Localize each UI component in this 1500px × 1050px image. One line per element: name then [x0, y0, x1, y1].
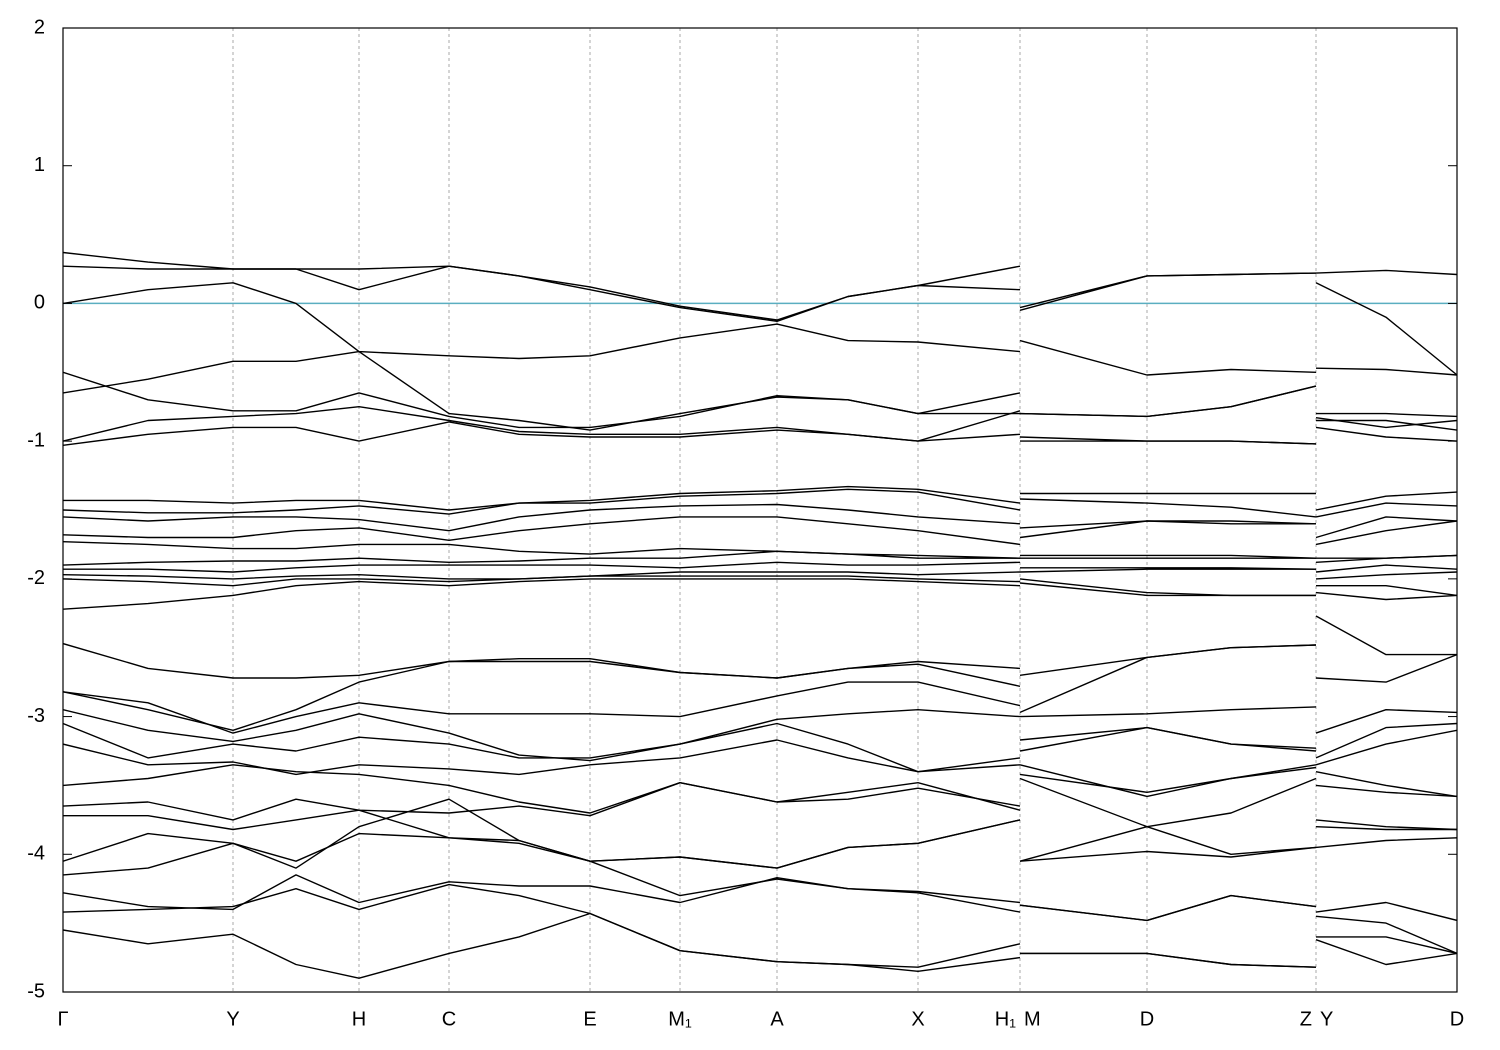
- band-line: [63, 777, 1457, 831]
- x-tick-label: Γ: [57, 1008, 68, 1030]
- y-tick-label: 1: [34, 154, 45, 176]
- band-line: [63, 265, 1457, 376]
- y-tick-label: -5: [27, 980, 45, 1002]
- y-tick-label: 2: [34, 16, 45, 38]
- band-line: [63, 488, 1457, 518]
- x-tick-label: E: [583, 1008, 596, 1030]
- band-line: [63, 421, 1457, 446]
- x-tick-label: H: [352, 1008, 366, 1030]
- band-line: [63, 912, 1457, 979]
- band-line: [63, 874, 1457, 955]
- y-tick-label: 0: [34, 292, 45, 314]
- x-tick-label: D: [1450, 1008, 1464, 1030]
- y-tick-label: -3: [27, 705, 45, 727]
- band-line: [63, 503, 1457, 539]
- band-line: [63, 739, 1457, 798]
- band-line: [63, 516, 1457, 546]
- bands: [63, 251, 1457, 979]
- x-tick-label: M₁: [668, 1008, 692, 1030]
- x-tick-label: X: [911, 1008, 924, 1030]
- x-tick-label: Y: [1320, 1008, 1333, 1030]
- y-tick-label: -2: [27, 567, 45, 589]
- band-line: [63, 282, 1457, 376]
- band-line: [63, 722, 1457, 773]
- x-tick-label: A: [770, 1008, 784, 1030]
- band-line: [63, 578, 1457, 610]
- x-tick-label: H₁: [995, 1008, 1016, 1030]
- band-line: [63, 550, 1457, 566]
- x-tick-label: M: [1024, 1008, 1041, 1030]
- plot-frame: [62, 27, 1458, 993]
- y-tick-label: -1: [27, 429, 45, 451]
- x-tick-label: C: [442, 1008, 456, 1030]
- band-line: [63, 644, 1457, 731]
- x-tick-label: Y: [226, 1008, 239, 1030]
- y-tick-label: -4: [27, 843, 45, 865]
- band-line: [63, 764, 1457, 814]
- band-line: [63, 681, 1457, 734]
- x-tick-label: D: [1140, 1008, 1154, 1030]
- x-tick-label: Z: [1300, 1008, 1312, 1030]
